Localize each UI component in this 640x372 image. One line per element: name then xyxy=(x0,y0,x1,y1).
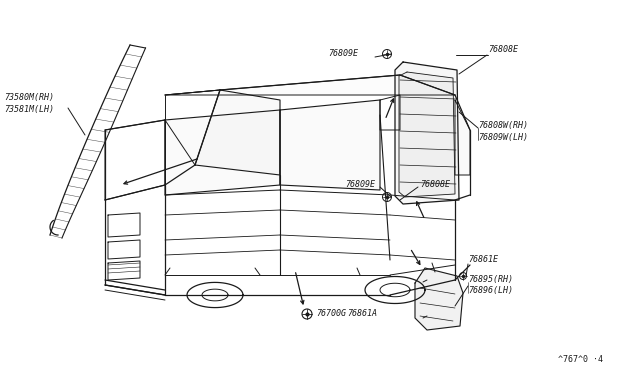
Polygon shape xyxy=(165,75,455,95)
Text: 76861A: 76861A xyxy=(347,309,377,318)
Text: 76895(RH): 76895(RH) xyxy=(468,275,513,284)
Text: 76808W(RH): 76808W(RH) xyxy=(478,121,528,130)
Text: ^767^0 ·4: ^767^0 ·4 xyxy=(558,355,603,364)
Text: 73580M(RH): 73580M(RH) xyxy=(4,93,54,102)
Text: 73581M(LH): 73581M(LH) xyxy=(4,105,54,114)
Polygon shape xyxy=(280,100,380,190)
Text: 76861E: 76861E xyxy=(468,255,498,264)
Polygon shape xyxy=(415,268,463,330)
Text: 76808E: 76808E xyxy=(420,180,450,189)
Text: 76809E: 76809E xyxy=(328,49,358,58)
Polygon shape xyxy=(399,72,455,197)
Text: 76808E: 76808E xyxy=(488,45,518,54)
Text: 76700G: 76700G xyxy=(316,309,346,318)
Text: 76809W(LH): 76809W(LH) xyxy=(478,133,528,142)
Text: 76809E: 76809E xyxy=(345,180,375,189)
Text: 76896(LH): 76896(LH) xyxy=(468,286,513,295)
Polygon shape xyxy=(195,90,280,175)
Polygon shape xyxy=(165,110,280,195)
Polygon shape xyxy=(395,62,459,204)
Polygon shape xyxy=(455,100,470,175)
